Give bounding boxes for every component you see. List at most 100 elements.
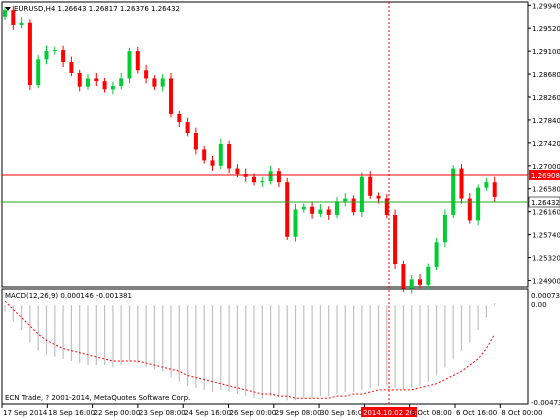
level-label-box bbox=[529, 170, 560, 180]
candle-body bbox=[451, 168, 456, 215]
time-tick-label: 6 Oct 16:00 bbox=[456, 409, 497, 417]
time-tick-label: 3 Oct 08:00 bbox=[411, 409, 452, 417]
candle-body bbox=[343, 198, 348, 202]
candle-body bbox=[36, 59, 41, 85]
candle-body bbox=[86, 78, 90, 87]
candle-body bbox=[160, 78, 165, 87]
candle-body bbox=[227, 143, 232, 169]
candle-body bbox=[293, 209, 298, 237]
candle-body bbox=[94, 78, 99, 82]
time-tick-label: 18 Sep 16:00 bbox=[48, 409, 95, 417]
candle-body bbox=[301, 206, 306, 210]
macd-series bbox=[4, 300, 496, 401]
candle-body bbox=[310, 206, 315, 214]
candle-body bbox=[119, 78, 124, 87]
bid-label-box bbox=[528, 196, 560, 208]
candle-body bbox=[434, 242, 439, 267]
candle-body bbox=[376, 195, 381, 199]
candle-body bbox=[235, 168, 240, 174]
candle-body bbox=[193, 133, 198, 150]
candle-body bbox=[27, 22, 32, 85]
price-tick-label: 1.28680 bbox=[532, 71, 560, 79]
price-tick-label: 1.26160 bbox=[532, 209, 560, 217]
price-tick-label: 1.29940 bbox=[532, 2, 560, 10]
candle-body bbox=[185, 122, 190, 134]
price-axis: 1.29940 1.29520 1.29100 1.28680 1.28260 1.278… bbox=[528, 2, 560, 285]
time-tick-label: 26 Sep 00:00 bbox=[230, 409, 277, 417]
candle-body bbox=[484, 182, 489, 188]
crosshair-time-label: 2014.10.02 20:00 bbox=[363, 409, 425, 417]
price-tick-label: 1.27840 bbox=[532, 117, 560, 125]
candle-body bbox=[69, 62, 74, 73]
candle-body bbox=[210, 160, 215, 166]
macd-title: MACD(12,26,9) 0.000146 -0.001381 bbox=[5, 292, 132, 300]
candle-body bbox=[401, 264, 406, 289]
macd-frame[interactable] bbox=[1, 288, 529, 405]
time-tick-label: 29 Sep 08:00 bbox=[275, 409, 322, 417]
macd-scale-zero: 0.00 bbox=[531, 301, 547, 309]
price-tick-label: 1.29520 bbox=[532, 25, 560, 33]
copyright-text: ECN Trade, ? 2001-2014, MetaQuotes Softw… bbox=[5, 394, 190, 402]
price-tick-label: 1.29100 bbox=[532, 48, 560, 56]
price-tick-label: 1.26580 bbox=[532, 186, 560, 194]
candle-body bbox=[459, 168, 464, 199]
candle-body bbox=[177, 113, 182, 123]
candle-body bbox=[426, 266, 431, 285]
macd-signal-line bbox=[4, 300, 496, 399]
bid-label-text: 1.26432 bbox=[531, 199, 560, 207]
time-tick-label: 8 Oct 00:00 bbox=[501, 409, 542, 417]
level-label-text: 1.26908 bbox=[531, 172, 560, 180]
candle-body bbox=[384, 198, 389, 215]
time-tick-label: 24 Sep 16:00 bbox=[184, 409, 231, 417]
candle-body bbox=[52, 50, 57, 52]
candle-body bbox=[77, 72, 82, 87]
candle-body bbox=[268, 171, 273, 182]
price-tick-label: 1.25320 bbox=[532, 255, 560, 263]
candle-body bbox=[152, 78, 157, 87]
candle-body bbox=[359, 176, 364, 213]
price-tick-label: 1.27000 bbox=[532, 163, 560, 171]
candle-body bbox=[144, 70, 149, 79]
candle-body bbox=[19, 22, 24, 25]
candle-body bbox=[44, 51, 49, 60]
candle-body bbox=[252, 176, 256, 183]
price-tick-label: 1.27420 bbox=[532, 140, 560, 148]
candle-body bbox=[218, 143, 223, 166]
candle-body bbox=[409, 279, 414, 289]
candle-body bbox=[61, 50, 66, 63]
candle-body bbox=[442, 214, 447, 243]
time-tick-label: 22 Sep 00:00 bbox=[94, 409, 141, 417]
macd-scale-top: 0.000738 bbox=[531, 292, 560, 300]
candle-body bbox=[393, 214, 398, 265]
candle-body bbox=[351, 198, 356, 213]
price-tick-label: 1.28260 bbox=[532, 94, 560, 102]
candle-body bbox=[260, 181, 265, 183]
price-tick-label: 1.25740 bbox=[532, 232, 560, 240]
candle-body bbox=[335, 201, 339, 215]
time-tick-label: 17 Sep 2014 bbox=[3, 409, 48, 417]
time-tick-label: 30 Sep 16:00 bbox=[320, 409, 367, 417]
candle-body bbox=[127, 51, 132, 79]
candle-body bbox=[318, 209, 323, 214]
candle-body bbox=[102, 81, 107, 90]
candle-body bbox=[285, 182, 290, 237]
macd-scale-bottom: -0.004734 bbox=[531, 399, 560, 407]
candle-body bbox=[3, 10, 7, 17]
candle-body bbox=[135, 51, 140, 71]
price-series bbox=[3, 5, 497, 294]
dropdown-triangle-icon[interactable] bbox=[5, 7, 11, 11]
price-tick-label: 1.24900 bbox=[532, 277, 560, 285]
price-chart-frame[interactable] bbox=[1, 1, 529, 288]
candle-body bbox=[110, 86, 115, 90]
candle-body bbox=[467, 198, 472, 221]
time-tick-label: 23 Sep 08:00 bbox=[139, 409, 186, 417]
candle-body bbox=[202, 149, 207, 161]
candle-body bbox=[169, 78, 173, 114]
candle-body bbox=[11, 10, 16, 25]
candle-body bbox=[368, 176, 373, 196]
candle-body bbox=[276, 171, 281, 183]
candle-body bbox=[418, 279, 422, 285]
candle-body bbox=[476, 187, 481, 221]
